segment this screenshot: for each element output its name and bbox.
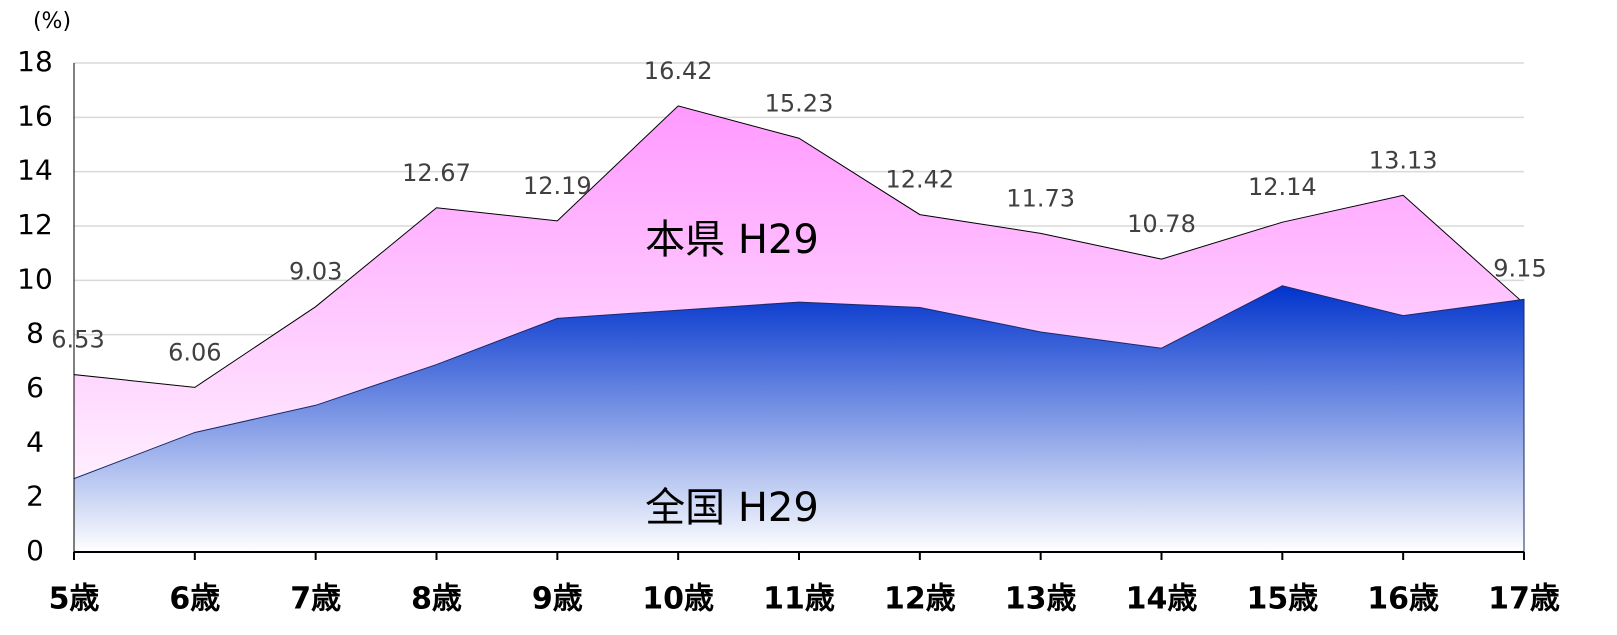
y-tick-label: 2: [26, 480, 44, 513]
y-tick-label: 0: [26, 534, 44, 567]
x-tick-label: 15歳: [1246, 582, 1318, 617]
area: [73, 285, 1525, 553]
x-tick-label: 7歳: [290, 582, 341, 617]
x-tick-label: 12歳: [884, 582, 956, 617]
y-axis-label: (%): [33, 9, 71, 34]
data-label: 10.78: [1127, 210, 1196, 238]
x-tick-label: 8歳: [411, 582, 462, 617]
data-label: 13.13: [1369, 146, 1438, 174]
y-tick-label: 16: [17, 99, 53, 132]
data-label: 12.67: [402, 159, 471, 187]
y-tick-label: 8: [26, 317, 44, 350]
y-tick-label: 18: [17, 45, 53, 78]
data-label: 11.73: [1006, 184, 1075, 212]
series-label: 本県 H29: [645, 217, 819, 263]
x-tick-label: 9歳: [532, 582, 583, 617]
data-label: 6.53: [51, 326, 104, 354]
x-tick-label: 5歳: [49, 582, 100, 617]
data-label: 12.19: [523, 172, 592, 200]
y-tick-label: 4: [26, 425, 44, 458]
x-tick-label: 14歳: [1126, 582, 1198, 617]
x-tick-label: 16歳: [1367, 582, 1439, 617]
y-tick-label: 6: [26, 371, 44, 404]
data-label: 12.42: [885, 166, 954, 194]
y-tick-label: 12: [17, 208, 53, 241]
x-tick-label: 11歳: [763, 582, 835, 617]
data-label: 16.42: [644, 57, 713, 85]
x-tick-label: 10歳: [642, 582, 714, 617]
x-tick-label: 17歳: [1488, 582, 1560, 617]
data-label: 9.03: [289, 258, 342, 286]
y-tick-label: 10: [17, 262, 53, 295]
y-tick-label: 14: [17, 154, 53, 187]
x-tick-label: 6歳: [169, 582, 220, 617]
data-label: 6.06: [168, 338, 221, 366]
data-label: 12.14: [1248, 173, 1317, 201]
data-label: 15.23: [765, 89, 834, 117]
x-tick-label: 13歳: [1005, 582, 1077, 617]
data-label: 9.15: [1493, 254, 1546, 282]
series-label: 全国 H29: [645, 485, 819, 531]
